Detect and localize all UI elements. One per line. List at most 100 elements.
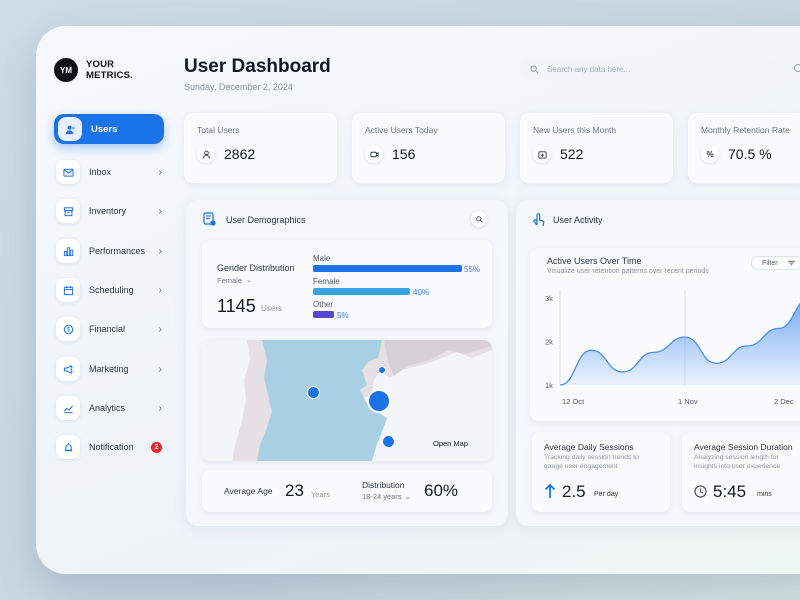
series-area bbox=[560, 303, 800, 385]
stat-label: Total Users bbox=[197, 125, 240, 135]
chart-subtitle: Visualize user retention patterns over r… bbox=[547, 268, 709, 275]
panel-title: User Activity bbox=[553, 215, 603, 225]
duration-unit: mins bbox=[757, 491, 772, 498]
user-map[interactable]: Open Map bbox=[202, 340, 492, 461]
users-icon bbox=[58, 117, 82, 141]
demographics-icon bbox=[203, 212, 216, 226]
distribution-label: Distribution bbox=[362, 480, 405, 490]
user-icon bbox=[197, 145, 215, 163]
x-tick-label: 2 Dec bbox=[774, 397, 794, 406]
age-card: Average Age 23 Years Distribution 18-24 … bbox=[202, 470, 492, 512]
sidebar-item-users[interactable]: Users bbox=[54, 114, 164, 144]
duration-value: 5:45 bbox=[713, 482, 747, 501]
sidebar-item-marketing[interactable]: Marketing › bbox=[54, 354, 164, 384]
gender-title: Gender Distribution bbox=[217, 263, 295, 273]
active-users-chart-card: Active Users Over Time Visualize user re… bbox=[530, 248, 800, 421]
chevron-right-icon: › bbox=[158, 245, 162, 257]
calendar-plus-icon bbox=[533, 145, 551, 163]
sessions-subtitle-1: Tracking daily session trends to bbox=[544, 454, 639, 461]
stat-value: 70.5 % bbox=[728, 146, 772, 162]
filter-icon bbox=[787, 260, 795, 266]
avg-age-label: Average Age bbox=[224, 486, 273, 496]
pointer-icon bbox=[533, 213, 545, 227]
brand-logo[interactable]: YM YOUR METRICS. bbox=[54, 58, 133, 82]
bar-male bbox=[313, 265, 462, 272]
duration-title: Average Session Duration bbox=[694, 442, 793, 452]
stat-label: Active Users Today bbox=[365, 125, 438, 135]
chevron-right-icon: › bbox=[158, 205, 162, 217]
notification-badge: 2 bbox=[151, 441, 162, 453]
total-users-value: 1145 bbox=[217, 296, 256, 316]
demographics-search-button[interactable] bbox=[471, 211, 487, 227]
map-marker[interactable] bbox=[367, 389, 391, 413]
gender-filter-dropdown[interactable]: Female ⌄ bbox=[217, 276, 252, 285]
avg-daily-sessions-card: Average Daily Sessions Tracking daily se… bbox=[532, 432, 670, 512]
series-line bbox=[559, 302, 800, 386]
search-input[interactable] bbox=[547, 64, 747, 74]
stat-label: New Users this Month bbox=[533, 125, 617, 135]
calendar-icon bbox=[56, 278, 80, 302]
dollar-icon: $ bbox=[56, 317, 80, 341]
avg-age-unit: Years bbox=[311, 490, 330, 499]
map-marker[interactable] bbox=[307, 386, 320, 399]
stat-card-new-users[interactable]: New Users this Month 522 bbox=[520, 113, 673, 183]
sidebar-item-label: Inventory bbox=[89, 206, 127, 216]
bar-chart-icon bbox=[56, 239, 80, 263]
gender-distribution-card: Gender Distribution Female ⌄ 1145 Users bbox=[202, 240, 492, 328]
filter-button[interactable]: Filter bbox=[751, 256, 800, 270]
stat-card-total-users[interactable]: Total Users 2862 bbox=[184, 113, 337, 183]
bar-pct-other: 5% bbox=[337, 311, 349, 320]
sidebar-item-scheduling[interactable]: Scheduling › bbox=[54, 275, 164, 305]
arrow-up-icon bbox=[544, 483, 556, 498]
avg-session-duration-card: Average Session Duration Analyzing sessi… bbox=[682, 432, 800, 512]
avg-age-value: 23 bbox=[285, 481, 304, 500]
sidebar-item-inbox[interactable]: Inbox › bbox=[54, 157, 164, 187]
chevron-right-icon: › bbox=[158, 363, 162, 375]
search-icon bbox=[475, 215, 483, 223]
chevron-right-icon: › bbox=[158, 402, 162, 414]
chevron-down-icon: ⌄ bbox=[246, 277, 252, 284]
sessions-value: 2.5 bbox=[562, 482, 586, 501]
stat-value: 156 bbox=[392, 146, 416, 162]
stat-card-active-users[interactable]: Active Users Today 156 bbox=[352, 113, 505, 183]
sessions-title: Average Daily Sessions bbox=[544, 442, 634, 452]
open-map-link[interactable]: Open Map bbox=[433, 439, 469, 448]
sidebar-item-notification[interactable]: Notification 2 bbox=[54, 432, 164, 462]
chevron-right-icon: › bbox=[158, 284, 162, 296]
sidebar-item-label: Analytics bbox=[89, 403, 126, 413]
duration-subtitle-1: Analyzing session length for bbox=[694, 454, 779, 461]
bar-pct-male: 55% bbox=[464, 265, 481, 274]
y-tick-label: 3k bbox=[545, 294, 553, 303]
inventory-icon bbox=[56, 199, 80, 223]
search-bar[interactable] bbox=[520, 57, 780, 81]
chart-title: Active Users Over Time bbox=[547, 256, 642, 266]
svg-text:$: $ bbox=[66, 327, 70, 333]
brand-name: YOUR METRICS. bbox=[86, 59, 133, 81]
map-marker[interactable] bbox=[382, 435, 395, 448]
settings-icon[interactable] bbox=[794, 64, 800, 72]
x-tick-label: 1 Nov bbox=[678, 397, 698, 406]
stat-value: 522 bbox=[560, 146, 584, 162]
sidebar-item-financial[interactable]: $ Financial › bbox=[54, 314, 164, 344]
search-icon bbox=[530, 64, 539, 73]
y-tick-label: 1k bbox=[545, 381, 553, 390]
distribution-range-dropdown[interactable]: 18-24 years ⌄ bbox=[362, 492, 411, 501]
sidebar-item-label: Performances bbox=[89, 246, 146, 256]
stat-card-retention[interactable]: Monthly Retention Rate % 70.5 % bbox=[688, 113, 800, 183]
chevron-right-icon: › bbox=[158, 166, 162, 178]
analytics-icon bbox=[56, 396, 80, 420]
x-tick-label: 12 Oct bbox=[562, 397, 585, 406]
sidebar-item-label: Users bbox=[91, 123, 118, 135]
bar-other bbox=[313, 311, 334, 318]
bar-label-other: Other bbox=[313, 300, 334, 309]
sessions-unit: Per day bbox=[594, 491, 619, 498]
sidebar-item-label: Financial bbox=[89, 324, 126, 334]
sidebar-item-analytics[interactable]: Analytics › bbox=[54, 393, 164, 423]
sidebar-item-label: Notification bbox=[89, 442, 134, 452]
sidebar-item-label: Marketing bbox=[89, 364, 129, 374]
map-marker[interactable] bbox=[378, 366, 386, 374]
sidebar-item-performances[interactable]: Performances › bbox=[54, 236, 164, 266]
map-graphic bbox=[232, 340, 492, 461]
sidebar-item-inventory[interactable]: Inventory › bbox=[54, 196, 164, 226]
sessions-subtitle-2: gauge user engagement bbox=[544, 463, 618, 470]
